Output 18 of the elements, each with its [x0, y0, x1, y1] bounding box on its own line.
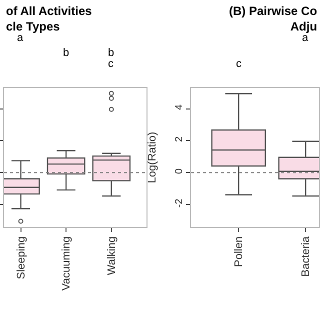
- y-tick-label: -2: [174, 198, 186, 208]
- text: a: [302, 32, 309, 44]
- x-tick-label: Walking: [106, 236, 118, 276]
- chart-title: (B) Pairwise Co Adju: [229, 4, 318, 34]
- y-tick-label: 2: [174, 136, 186, 142]
- text: a: [17, 32, 24, 44]
- y-axis-title: Log(Ratio): [146, 132, 159, 184]
- text: b: [63, 47, 70, 59]
- text: c: [236, 58, 242, 70]
- text: c: [108, 58, 114, 70]
- x-tick-label: Bacteria: [300, 236, 312, 277]
- y-tick-label: 0: [174, 168, 186, 174]
- x-tick-label: Sleeping: [15, 236, 28, 280]
- x-tick-label: Vacuuming: [60, 236, 73, 291]
- chart-title: of All Activities cle Types: [6, 4, 92, 34]
- x-tick-label: Pollen: [233, 236, 246, 267]
- text: b: [108, 47, 114, 59]
- y-tick-label: 4: [174, 104, 186, 110]
